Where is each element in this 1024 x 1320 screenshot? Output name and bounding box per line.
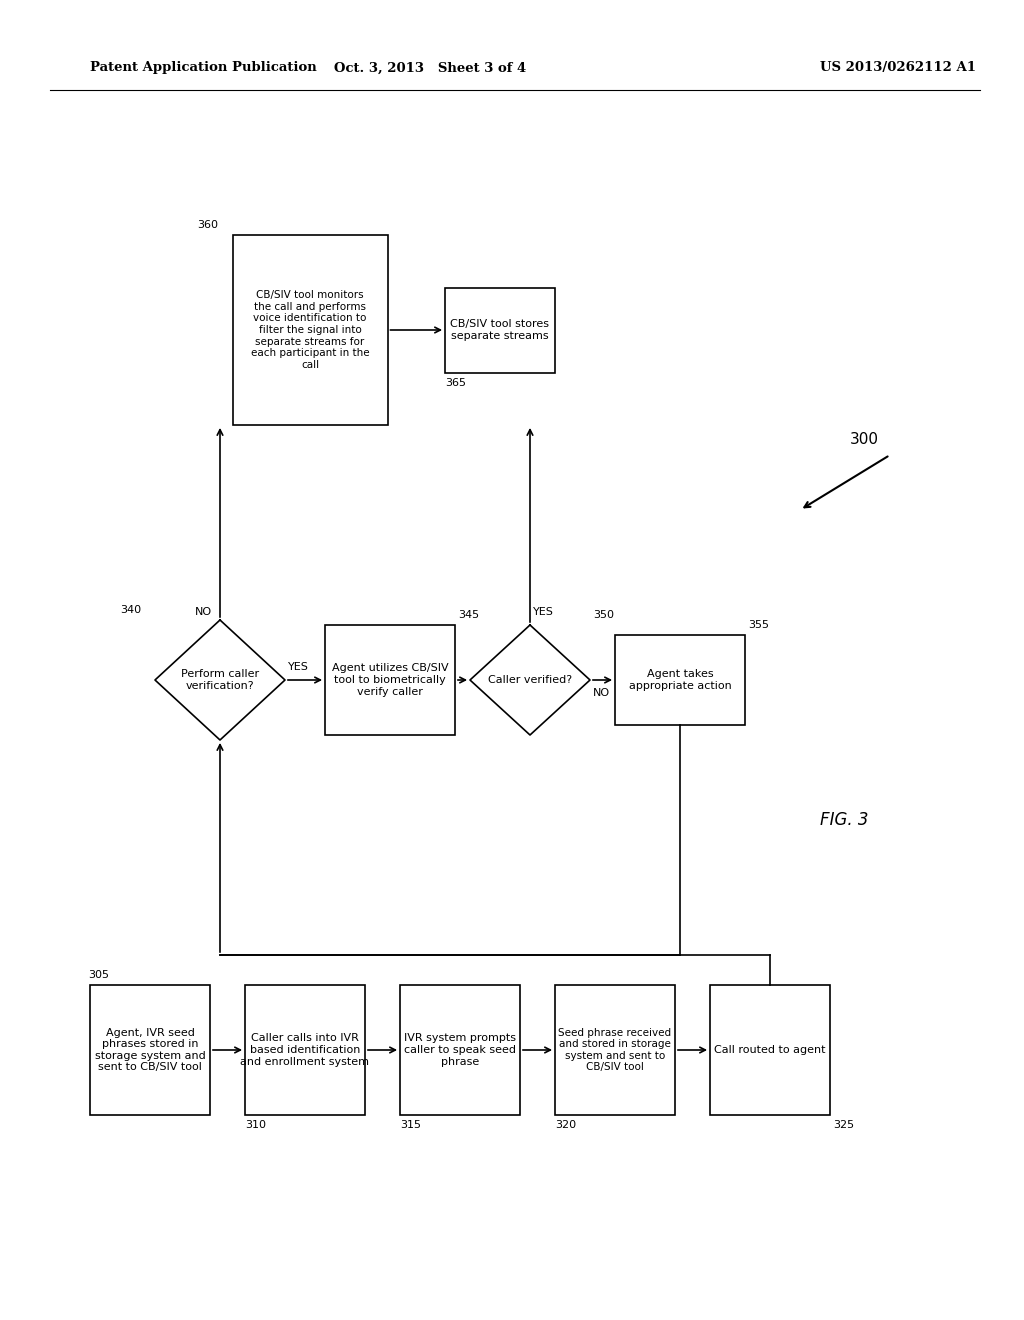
Text: Caller verified?: Caller verified? xyxy=(488,675,572,685)
Text: CB/SIV tool monitors
the call and performs
voice identification to
filter the si: CB/SIV tool monitors the call and perfor… xyxy=(251,290,370,370)
Text: 325: 325 xyxy=(833,1119,854,1130)
Text: Patent Application Publication: Patent Application Publication xyxy=(90,62,316,74)
Text: Agent takes
appropriate action: Agent takes appropriate action xyxy=(629,669,731,690)
Text: NO: NO xyxy=(195,607,212,616)
Text: 350: 350 xyxy=(593,610,614,620)
Bar xyxy=(710,985,830,1115)
Text: 345: 345 xyxy=(458,610,479,620)
Text: IVR system prompts
caller to speak seed
phrase: IVR system prompts caller to speak seed … xyxy=(404,1034,516,1067)
Text: Perform caller
verification?: Perform caller verification? xyxy=(181,669,259,690)
Bar xyxy=(232,235,387,425)
Text: YES: YES xyxy=(534,607,554,616)
Text: 340: 340 xyxy=(120,605,141,615)
Text: Agent, IVR seed
phrases stored in
storage system and
sent to CB/SIV tool: Agent, IVR seed phrases stored in storag… xyxy=(94,1027,206,1072)
Bar xyxy=(555,985,675,1115)
Bar xyxy=(245,985,365,1115)
Text: US 2013/0262112 A1: US 2013/0262112 A1 xyxy=(820,62,976,74)
Text: 315: 315 xyxy=(400,1119,421,1130)
Text: 365: 365 xyxy=(445,378,466,388)
Polygon shape xyxy=(155,620,285,741)
Bar xyxy=(400,985,520,1115)
Bar xyxy=(90,985,210,1115)
Text: 305: 305 xyxy=(88,970,109,979)
Text: 360: 360 xyxy=(198,220,218,230)
Bar xyxy=(615,635,745,725)
Text: FIG. 3: FIG. 3 xyxy=(820,810,868,829)
Polygon shape xyxy=(470,624,590,735)
Text: Seed phrase received
and stored in storage
system and sent to
CB/SIV tool: Seed phrase received and stored in stora… xyxy=(558,1027,672,1072)
Text: YES: YES xyxy=(288,663,309,672)
Text: Call routed to agent: Call routed to agent xyxy=(715,1045,825,1055)
Text: Oct. 3, 2013   Sheet 3 of 4: Oct. 3, 2013 Sheet 3 of 4 xyxy=(334,62,526,74)
Text: 320: 320 xyxy=(555,1119,577,1130)
Text: 355: 355 xyxy=(748,620,769,630)
Text: Agent utilizes CB/SIV
tool to biometrically
verify caller: Agent utilizes CB/SIV tool to biometrica… xyxy=(332,664,449,697)
Text: NO: NO xyxy=(593,688,610,698)
Bar xyxy=(325,624,455,735)
Bar xyxy=(445,288,555,372)
Text: 300: 300 xyxy=(850,433,879,447)
Text: CB/SIV tool stores
separate streams: CB/SIV tool stores separate streams xyxy=(451,319,550,341)
Text: Caller calls into IVR
based identification
and enrollment system: Caller calls into IVR based identificati… xyxy=(241,1034,370,1067)
Text: 310: 310 xyxy=(245,1119,266,1130)
